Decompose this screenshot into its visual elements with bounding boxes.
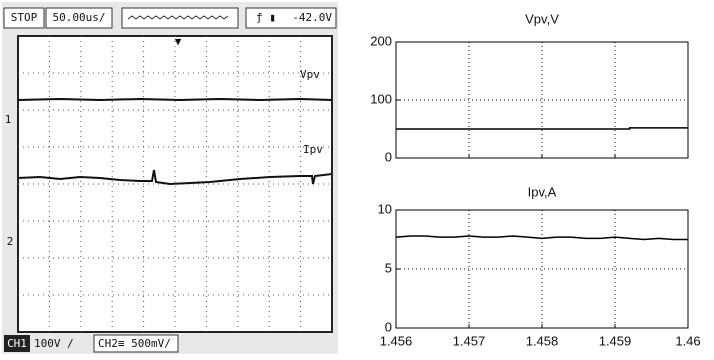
ch2-scale: CH2≡ 500mV/: [98, 337, 171, 350]
trace-label: Ipv: [303, 143, 323, 156]
y-tick-label: 100: [370, 91, 392, 106]
trigger-marker: ▼: [175, 35, 182, 48]
page: {"oscilloscope": {"run_state": "STOP", "…: [0, 0, 714, 356]
vpv-trace: [18, 99, 332, 100]
y-tick-label: 10: [378, 201, 392, 216]
x-tick-label: 1.457: [453, 333, 486, 348]
y-tick-label: 5: [385, 260, 392, 275]
y-tick-label: 0: [385, 319, 392, 334]
x-tick-label: 1.456: [380, 333, 413, 348]
trace-label: Vpv: [300, 68, 320, 81]
y-tick-label: 200: [370, 33, 392, 48]
timebase: 50.00us/: [53, 11, 106, 24]
ch1-scale: 100V /: [34, 337, 74, 350]
ch2-marker: 2: [7, 235, 14, 248]
figure: STOP 50.00us/ ƒ ▮ -42.0V Vpv Ipv ▼ 1 2 C…: [0, 0, 714, 356]
y-tick-label: 0: [385, 149, 392, 164]
x-tick-label: 1.458: [526, 333, 559, 348]
oscilloscope: STOP 50.00us/ ƒ ▮ -42.0V Vpv Ipv ▼ 1 2 C…: [2, 2, 338, 354]
trigger-icon: ƒ ▮: [256, 11, 276, 24]
ch1-marker: 1: [5, 113, 12, 126]
chart-title: Ipv,A: [528, 184, 557, 199]
chart-title: Vpv,V: [525, 11, 559, 26]
ch1-label: CH1: [7, 337, 27, 350]
trigger-level: -42.0V: [292, 11, 332, 24]
x-tick-label: 1.46: [675, 333, 700, 348]
x-tick-label: 1.459: [599, 333, 632, 348]
run-state: STOP: [11, 11, 38, 24]
plots: Vpv,V 0 100 200 Ipv,A 0 5 10 1.456 1.457 1.458 1.45…: [370, 11, 700, 348]
memory-bar: [122, 8, 238, 28]
